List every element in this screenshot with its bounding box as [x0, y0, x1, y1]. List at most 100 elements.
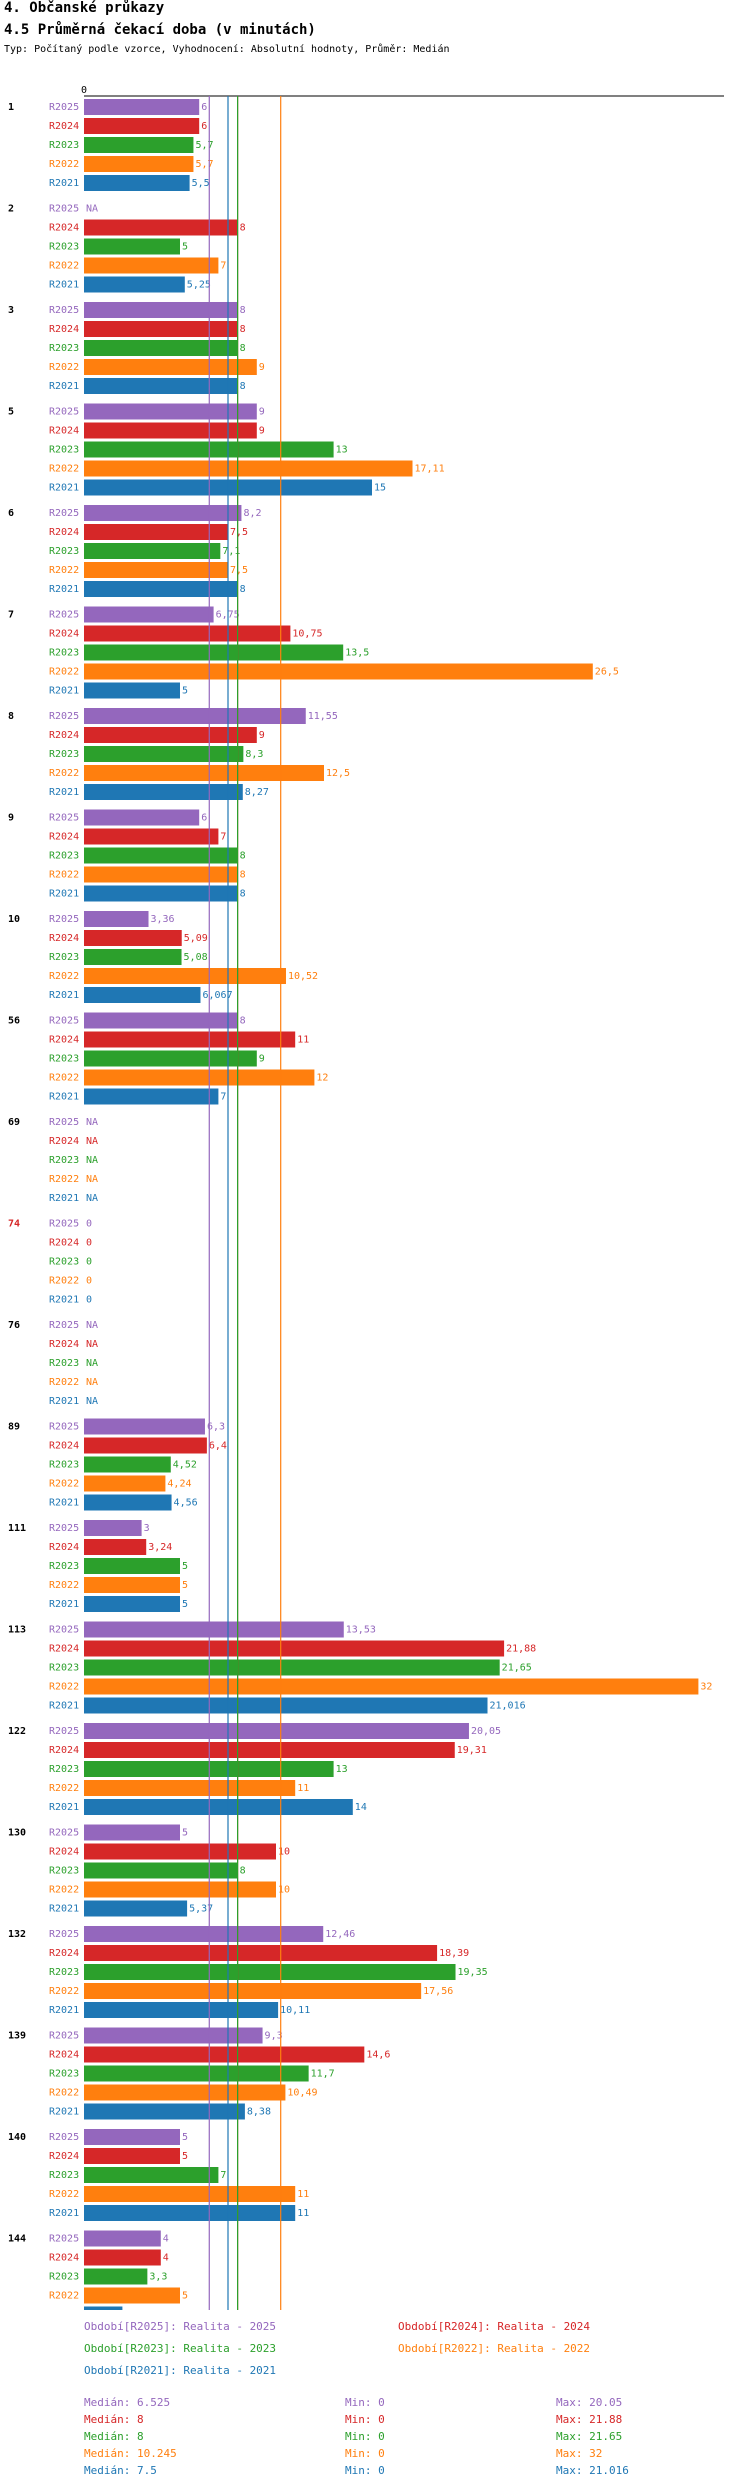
group-label: 10	[8, 914, 20, 925]
data-label: 11	[297, 1783, 309, 1794]
na-label: NA	[86, 1358, 98, 1369]
bar	[84, 321, 238, 337]
data-label: 0	[86, 1295, 92, 1306]
series-label: R2021	[49, 1701, 79, 1712]
data-label: 3	[144, 1523, 150, 1534]
series-label: R2022	[49, 1986, 79, 1997]
series-label: R2023	[49, 2170, 79, 2181]
group-label: 111	[8, 1523, 26, 1534]
legend-entry: Období[R2025]: Realita - 2025	[84, 2320, 277, 2333]
data-label: 9,3	[265, 2031, 283, 2042]
series-label: R2024	[49, 1948, 79, 1959]
series-label: R2022	[49, 768, 79, 779]
group-label: 139	[8, 2031, 26, 2042]
data-label: 8,27	[245, 787, 269, 798]
series-label: R2023	[49, 140, 79, 151]
series-label: R2022	[49, 1580, 79, 1591]
data-label: 0	[86, 1257, 92, 1268]
bar	[84, 276, 185, 293]
data-label: 3,36	[151, 914, 175, 925]
data-label: 5,09	[184, 933, 208, 944]
data-label: 10,11	[280, 2005, 310, 2016]
bar	[84, 2065, 309, 2082]
series-label: R2025	[49, 305, 79, 316]
series-label: R2021	[49, 787, 79, 798]
bar	[84, 784, 243, 800]
max-stat: Max: 20.05	[556, 2396, 623, 2409]
group-label: 132	[8, 1929, 26, 1940]
series-label: R2023	[49, 343, 79, 354]
bar	[84, 949, 182, 965]
bar	[84, 2249, 161, 2266]
group-label: 69	[8, 1117, 20, 1128]
bar	[84, 2306, 123, 2310]
bar	[84, 302, 238, 318]
bar	[84, 257, 219, 274]
data-label: 6,4	[209, 1441, 227, 1452]
series-label: R2025	[49, 1929, 79, 1940]
data-label: 4	[163, 2253, 169, 2264]
series-label: R2021	[49, 889, 79, 900]
data-label: 0	[86, 1238, 92, 1249]
bar	[84, 885, 238, 902]
data-label: 8,38	[247, 2107, 271, 2118]
bar	[84, 359, 257, 375]
median-stat: Medián: 8	[84, 2413, 144, 2426]
bar	[84, 1050, 257, 1067]
series-label: R2023	[49, 1663, 79, 1674]
data-label: 8	[240, 223, 246, 234]
section-title: 4. Občanské průkazy	[4, 0, 165, 16]
data-label: 11	[297, 2208, 309, 2219]
min-stat: Min: 0	[345, 2430, 385, 2443]
data-label: 21,65	[502, 1663, 532, 1674]
series-label: R2021	[49, 2107, 79, 2118]
bar	[84, 175, 190, 191]
bar	[84, 378, 238, 394]
data-label: 5,08	[184, 952, 208, 963]
bar	[84, 765, 324, 781]
bar	[84, 238, 180, 255]
bar	[84, 2268, 148, 2285]
bar	[84, 1862, 238, 1879]
series-label: R2025	[49, 1523, 79, 1534]
data-label: 8	[240, 381, 246, 392]
data-label: 8	[240, 1866, 246, 1877]
data-label: 5	[182, 1561, 188, 1572]
data-label: 20,05	[471, 1726, 501, 1737]
bar	[84, 625, 291, 642]
series-label: R2023	[49, 242, 79, 253]
na-label: NA	[86, 204, 98, 215]
series-label: R2025	[49, 914, 79, 925]
data-label: 5	[182, 2132, 188, 2143]
bar	[84, 524, 228, 540]
na-label: NA	[86, 1136, 98, 1147]
series-label: R2024	[49, 629, 79, 640]
series-label: R2021	[49, 2208, 79, 2219]
series-label: R2022	[49, 1682, 79, 1693]
bar	[84, 866, 238, 883]
legend-entry: Období[R2023]: Realita - 2023	[84, 2342, 277, 2355]
data-label: 5	[182, 242, 188, 253]
bar	[84, 1678, 699, 1695]
series-label: R2023	[49, 851, 79, 862]
data-label: 5	[182, 1599, 188, 1610]
bar-chart: 0 1 R2025 6 R2024 6 R2023 5,7 R2022 5,7 R2021 5,5 2 R…	[8, 85, 724, 2310]
data-label: 10	[278, 1885, 290, 1896]
x-tick-label: 0	[81, 85, 87, 96]
bar	[84, 1900, 188, 1917]
bar	[84, 2186, 296, 2202]
series-label: R2024	[49, 223, 79, 234]
series-label: R2022	[49, 667, 79, 678]
data-label: 11	[297, 2189, 309, 2200]
series-label: R2024	[49, 121, 79, 132]
data-label: 11,55	[308, 711, 338, 722]
series-label: R2024	[49, 1847, 79, 1858]
na-label: NA	[86, 1396, 98, 1407]
median-stat: Medián: 6.525	[84, 2396, 171, 2409]
data-label: 17,11	[415, 464, 445, 475]
series-label: R2022	[49, 2291, 79, 2302]
data-label: 21,88	[506, 1644, 536, 1655]
series-label: R2021	[49, 584, 79, 595]
median-stat: Medián: 10.245	[84, 2447, 177, 2460]
group-label: 2	[8, 204, 14, 215]
